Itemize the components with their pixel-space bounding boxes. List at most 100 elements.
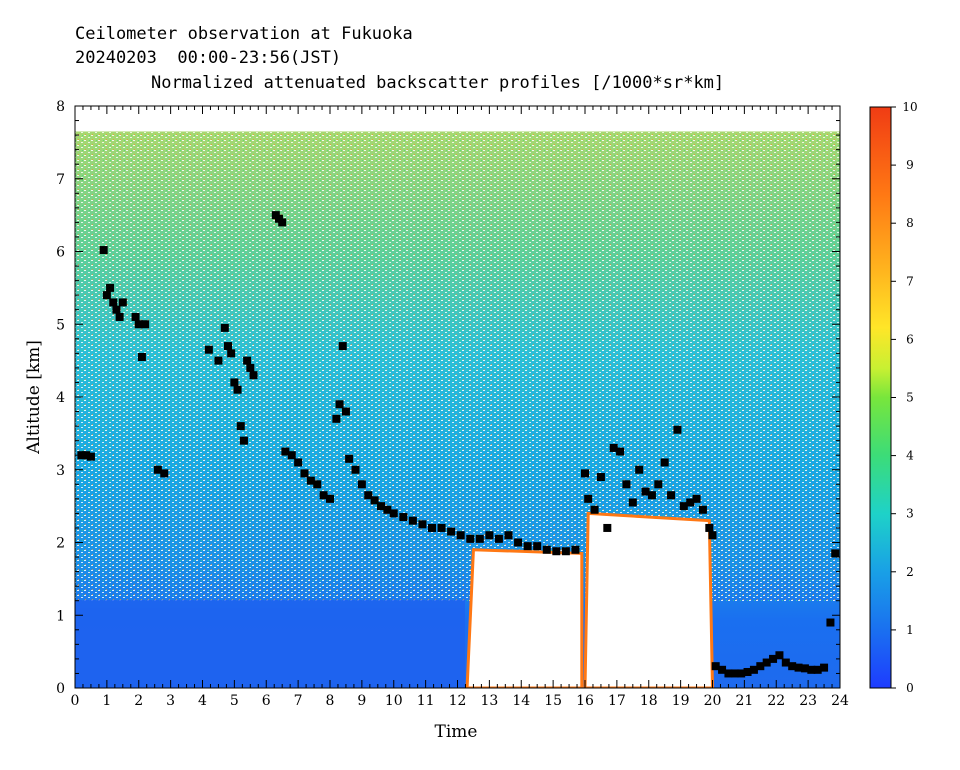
cloud-base-marker — [494, 534, 503, 543]
cloud-base-marker — [118, 298, 127, 307]
cloud-base-marker — [408, 516, 417, 525]
cloud-base-marker — [227, 349, 236, 358]
cloud-base-marker — [718, 665, 727, 674]
cloud-base-marker — [456, 531, 465, 540]
colorbar-tick-label: 10 — [902, 100, 917, 114]
cloud-base-marker — [243, 356, 252, 365]
cloud-base-marker — [581, 469, 589, 478]
cloud-base-marker — [769, 654, 778, 663]
y-tick-label: 6 — [56, 245, 65, 261]
cloud-base-marker — [281, 447, 290, 456]
x-tick-label: 19 — [672, 693, 690, 709]
y-tick-label: 0 — [56, 681, 65, 697]
x-tick-label: 17 — [608, 693, 626, 709]
cloud-base-marker — [730, 669, 739, 678]
x-tick-label: 5 — [230, 693, 239, 709]
cloud-base-marker — [160, 469, 169, 478]
cloud-base-marker — [300, 469, 309, 478]
cloud-base-marker — [214, 356, 223, 365]
cloud-base-marker — [596, 473, 605, 482]
cloud-base-marker — [294, 458, 303, 467]
cloud-base-marker — [686, 498, 695, 507]
axes: 0 1 2 3 4 5 6 7 8 9 10 11 12 13 14 15 16 17 18 19 20 21 22 23 24… — [56, 99, 849, 709]
cloud-base-marker — [628, 498, 637, 507]
cloud-base-marker — [603, 523, 612, 532]
x-tick-label: 24 — [831, 693, 849, 709]
cloud-base-marker — [590, 505, 599, 514]
cloud-base-marker — [542, 545, 551, 554]
cloud-base-marker — [233, 385, 242, 394]
colorbar-tick-label: 4 — [906, 449, 914, 463]
colorbar-tick-label: 6 — [906, 332, 914, 346]
x-tick-label: 15 — [544, 693, 562, 709]
colorbar-tick-label: 1 — [906, 623, 914, 637]
cloud-base-marker — [106, 283, 115, 292]
cloud-base-marker — [504, 531, 513, 540]
cloud-base-marker — [351, 465, 360, 474]
cloud-base-marker — [737, 669, 746, 678]
cloud-base-marker — [485, 531, 494, 540]
cloud-base-marker — [616, 447, 625, 456]
y-axis-label: Altitude [km] — [24, 340, 44, 455]
colorbar-ticks: 0 1 2 3 4 5 6 7 8 9 10 — [891, 100, 918, 695]
cloud-base-marker — [698, 505, 707, 514]
cloud-base-marker — [236, 422, 245, 431]
y-tick-label: 4 — [56, 390, 65, 406]
y-tick-label: 8 — [56, 99, 65, 115]
cloud-base-marker — [743, 667, 752, 676]
cloud-base-marker — [332, 414, 341, 423]
x-tick-label: 8 — [326, 693, 335, 709]
cloud-base-marker — [705, 523, 714, 532]
cloud-base-marker — [399, 513, 408, 522]
cloud-base-marker — [647, 491, 656, 500]
cloud-base-marker — [141, 320, 150, 329]
colorbar-tick-label: 2 — [906, 565, 914, 579]
cloud-base-marker — [660, 458, 669, 467]
y-tick-label: 1 — [56, 608, 65, 624]
cloud-base-marker — [230, 378, 239, 387]
cloud-base-marker — [622, 480, 631, 489]
chart-header-line1: Ceilometer observation at Fukuoka — [75, 24, 413, 44]
colorbar — [869, 106, 892, 689]
cloud-base-marker — [134, 320, 143, 329]
x-tick-label: 3 — [166, 693, 175, 709]
cloud-base-marker — [609, 443, 618, 452]
cloud-base-marker — [370, 496, 379, 505]
x-tick-label: 23 — [799, 693, 817, 709]
cloud-base-marker — [204, 345, 213, 354]
cloud-base-marker — [762, 658, 771, 667]
cloud-base-marker — [246, 363, 255, 372]
cloud-layer-16-20 — [583, 511, 715, 688]
cloud-base-marker — [807, 665, 816, 674]
cloud-layers — [465, 511, 715, 688]
cloud-base-marker — [326, 494, 334, 503]
x-tick-label: 9 — [357, 693, 366, 709]
cloud-base-marker — [692, 494, 701, 503]
cloud-base-marker — [831, 549, 840, 558]
cloud-base-marker — [679, 502, 688, 511]
colorbar-tick-label: 7 — [906, 274, 914, 288]
y-tick-label: 2 — [56, 536, 65, 552]
cloud-base-marker — [112, 305, 121, 314]
x-tick-label: 11 — [417, 693, 435, 709]
cloud-base-marker — [437, 523, 446, 532]
x-tick-label: 16 — [576, 693, 594, 709]
cloud-base-marker — [667, 491, 676, 500]
cloud-base-marker — [724, 669, 733, 678]
cloud-base-marker — [584, 494, 593, 503]
cloud-base-marker — [383, 505, 392, 514]
cloud-base-marker — [826, 618, 835, 627]
y-tick-label: 3 — [56, 463, 65, 479]
y-tick-label: 7 — [56, 172, 65, 188]
cloud-base-marker — [514, 538, 523, 547]
cloud-base-marker — [131, 312, 140, 321]
x-tick-label: 7 — [294, 693, 303, 709]
cloud-layer-12-16 — [465, 548, 584, 688]
chart-title: Normalized attenuated backscatter profil… — [151, 73, 725, 93]
cloud-base-marker — [153, 465, 162, 474]
x-tick-label: 0 — [71, 693, 80, 709]
x-tick-label: 18 — [640, 693, 658, 709]
cloud-base-marker — [561, 547, 570, 556]
cloud-base-marker — [220, 323, 229, 332]
